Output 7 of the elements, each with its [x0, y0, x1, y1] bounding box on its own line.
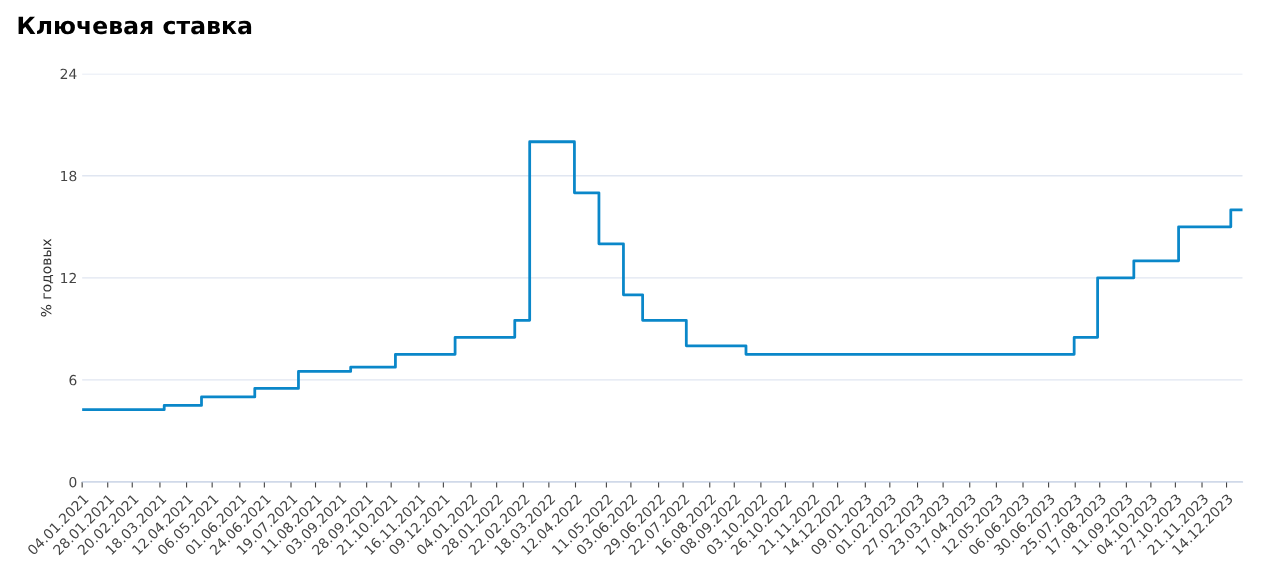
- y-tick-label: 12: [61, 272, 76, 284]
- chart-title: Ключевая ставка: [18, 16, 252, 35]
- y-tick-label: 24: [60, 68, 77, 79]
- y-tick-label: 0: [69, 476, 77, 488]
- y-tick-label: 18: [61, 170, 77, 182]
- y-axis-title: % годовых: [40, 238, 54, 317]
- y-tick-label: 6: [69, 374, 77, 386]
